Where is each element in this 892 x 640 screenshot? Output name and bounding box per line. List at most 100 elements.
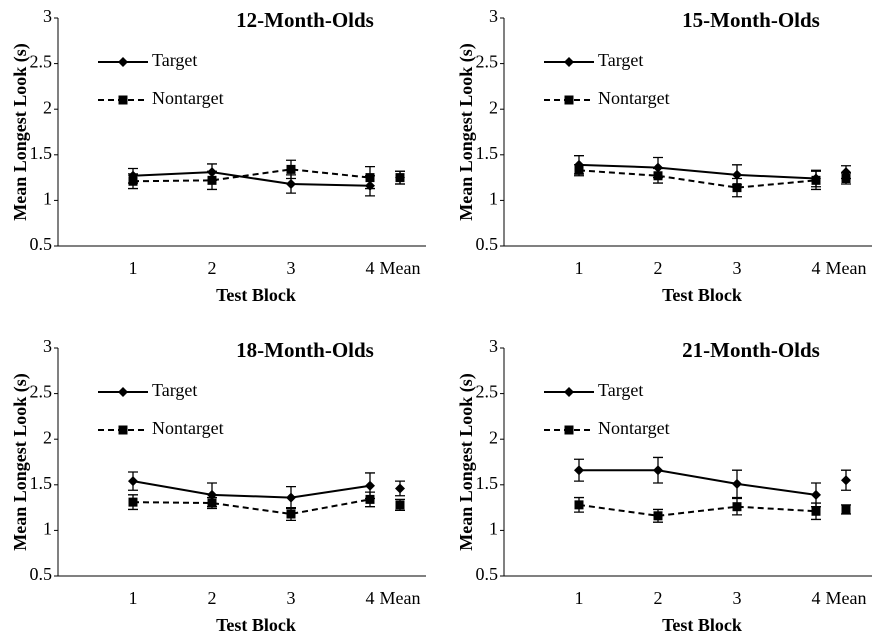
y-tick-label: 1.5 [476,473,499,493]
series-line [578,503,817,517]
marker [653,162,663,173]
y-tick-label: 1.5 [30,473,53,493]
marker [653,465,663,476]
y-tick-label: 1 [489,189,498,209]
y-tick-label: 3 [43,6,52,26]
y-tick-label: 2.5 [30,382,53,402]
series-line [578,163,817,180]
marker [811,175,821,185]
marker [574,465,584,476]
x-axis-title: Test Block [662,615,742,635]
marker [564,425,574,435]
chart-title: 12-Month-Olds [236,8,374,32]
chart-title: 15-Month-Olds [682,8,820,32]
series-line [579,469,817,496]
x-tick-label: 4 [812,588,821,608]
legend-label: Nontarget [598,88,670,108]
marker [564,57,574,67]
y-axis-title: Mean Longest Look (s) [10,373,31,551]
x-tick-label: 2 [208,258,217,278]
panel: 0.5 1 1.5 2 2.5 3 1 2 3 4 Mean Test Block Mean Longe… [456,6,872,305]
x-tick-label: 3 [733,588,742,608]
chart-title: 18-Month-Olds [236,338,374,362]
marker [207,175,217,185]
marker [286,164,296,174]
marker [128,476,138,487]
series-line [132,498,371,515]
y-tick-label: 1.5 [30,143,53,163]
marker [732,502,742,512]
marker [118,387,128,397]
marker [564,387,574,397]
y-tick-label: 3 [43,336,52,356]
y-axis-title: Mean Longest Look (s) [456,43,477,221]
marker [574,165,584,175]
y-tick-label: 0.5 [476,234,499,254]
y-tick-label: 1 [43,189,52,209]
x-axis-title: Test Block [216,615,296,635]
marker [653,511,663,521]
y-axis-title: Mean Longest Look (s) [10,43,31,221]
x-tick-label: 1 [575,588,584,608]
marker [207,498,217,508]
x-tick-label: 3 [287,258,296,278]
marker [732,169,742,180]
panel: 0.5 1 1.5 2 2.5 3 1 2 3 4 Mean Test Block Mean Longe… [10,6,426,305]
legend-label: Target [152,380,197,400]
chart-title: 21-Month-Olds [682,338,820,362]
marker [653,171,663,181]
x-axis-title: Test Block [216,285,296,305]
marker [732,478,742,489]
marker [365,480,375,491]
legend-label: Nontarget [152,88,224,108]
y-tick-label: 0.5 [30,234,53,254]
marker [118,425,128,435]
legend-label: Target [152,50,197,70]
series-line [132,480,371,499]
y-tick-label: 0.5 [476,564,499,584]
marker [811,489,821,500]
marker [574,500,584,510]
y-tick-label: 2.5 [30,52,53,72]
series-line [132,168,371,183]
marker [395,483,405,494]
marker [564,95,574,105]
x-tick-label: Mean [826,258,867,278]
marker [811,506,821,516]
marker [365,173,375,183]
marker [128,176,138,186]
x-tick-label: 2 [654,258,663,278]
y-axis-title: Mean Longest Look (s) [456,373,477,551]
marker [286,509,296,519]
panel: 0.5 1 1.5 2 2.5 3 1 2 3 4 Mean Test Block Mean Longe… [456,336,872,635]
y-tick-label: 2 [43,97,52,117]
y-tick-label: 3 [489,336,498,356]
x-tick-label: 2 [654,588,663,608]
marker [365,494,375,504]
series-line [578,169,817,189]
y-tick-label: 2.5 [476,382,499,402]
x-tick-label: 2 [208,588,217,608]
x-tick-label: 4 [812,258,821,278]
x-tick-label: Mean [380,588,421,608]
marker [841,504,851,514]
marker [395,500,405,510]
y-tick-label: 1.5 [476,143,499,163]
x-tick-label: 1 [129,258,138,278]
y-tick-label: 1 [43,519,52,539]
legend-label: Nontarget [152,418,224,438]
y-tick-label: 1 [489,519,498,539]
y-tick-label: 2 [489,427,498,447]
x-axis-title: Test Block [662,285,742,305]
marker [732,183,742,193]
legend-label: Target [598,380,643,400]
x-tick-label: 3 [287,588,296,608]
marker [841,475,851,486]
marker [118,95,128,105]
x-tick-label: Mean [380,258,421,278]
y-tick-label: 2 [43,427,52,447]
marker [118,57,128,67]
y-tick-label: 2.5 [476,52,499,72]
y-tick-label: 3 [489,6,498,26]
x-tick-label: Mean [826,588,867,608]
